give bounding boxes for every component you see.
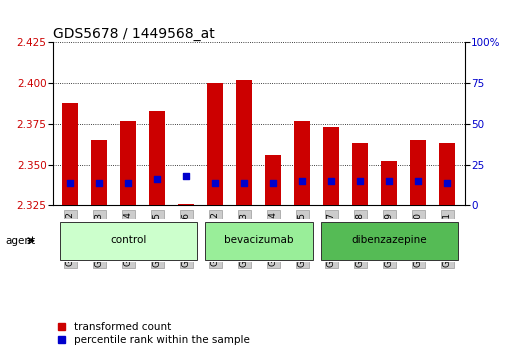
Bar: [294, 121, 310, 205]
Point: [240, 180, 249, 185]
Bar: [410, 140, 426, 205]
Bar: [236, 80, 252, 205]
Bar: [381, 161, 397, 205]
Point: [269, 180, 277, 185]
Bar: [207, 83, 223, 205]
Point: [153, 176, 162, 182]
Text: agent: agent: [5, 236, 35, 246]
Text: dibenzazepine: dibenzazepine: [352, 235, 427, 245]
Point: [298, 178, 306, 184]
Legend: transformed count, percentile rank within the sample: transformed count, percentile rank withi…: [58, 322, 250, 345]
Bar: [323, 127, 339, 205]
Point: [66, 180, 74, 185]
Bar: [91, 140, 107, 205]
Bar: [120, 121, 136, 205]
Point: [385, 178, 393, 184]
Bar: [60, 222, 196, 260]
Bar: [439, 143, 455, 205]
Point: [182, 173, 191, 179]
Bar: [178, 204, 194, 205]
Point: [124, 180, 133, 185]
Bar: [321, 222, 458, 260]
Point: [356, 178, 364, 184]
Point: [443, 180, 451, 185]
Bar: [149, 111, 165, 205]
Point: [327, 178, 335, 184]
Point: [211, 180, 220, 185]
Bar: [205, 222, 313, 260]
Text: bevacizumab: bevacizumab: [224, 235, 294, 245]
Text: GDS5678 / 1449568_at: GDS5678 / 1449568_at: [53, 28, 214, 41]
Text: control: control: [110, 235, 146, 245]
Bar: [352, 143, 368, 205]
Point: [414, 178, 422, 184]
Bar: [62, 103, 78, 205]
Bar: [265, 155, 281, 205]
Point: [95, 180, 103, 185]
